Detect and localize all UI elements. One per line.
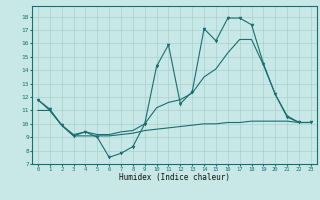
X-axis label: Humidex (Indice chaleur): Humidex (Indice chaleur) [119, 173, 230, 182]
